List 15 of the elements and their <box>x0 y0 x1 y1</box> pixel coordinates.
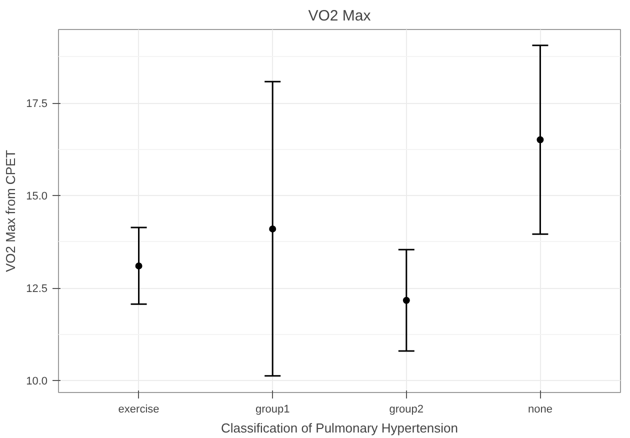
x-tick-label: exercise <box>118 404 160 416</box>
y-tick-label: 12.5 <box>26 283 48 296</box>
point <box>536 136 544 144</box>
chart-title: VO2 Max <box>308 8 372 24</box>
y-tick-label: 15.0 <box>26 190 48 203</box>
point <box>402 296 410 304</box>
x-tick-label: none <box>528 404 552 416</box>
y-tick-label: 17.5 <box>26 98 48 110</box>
x-tick-label: group1 <box>255 404 290 416</box>
x-tick-label: group2 <box>389 404 424 416</box>
y-axis-title: VO2 Max from CPET <box>3 150 18 272</box>
point <box>269 225 276 232</box>
x-axis-title: Classification of Pulmonary Hypertension <box>221 420 458 436</box>
y-tick-label: 10.0 <box>26 376 48 388</box>
point <box>135 262 142 270</box>
